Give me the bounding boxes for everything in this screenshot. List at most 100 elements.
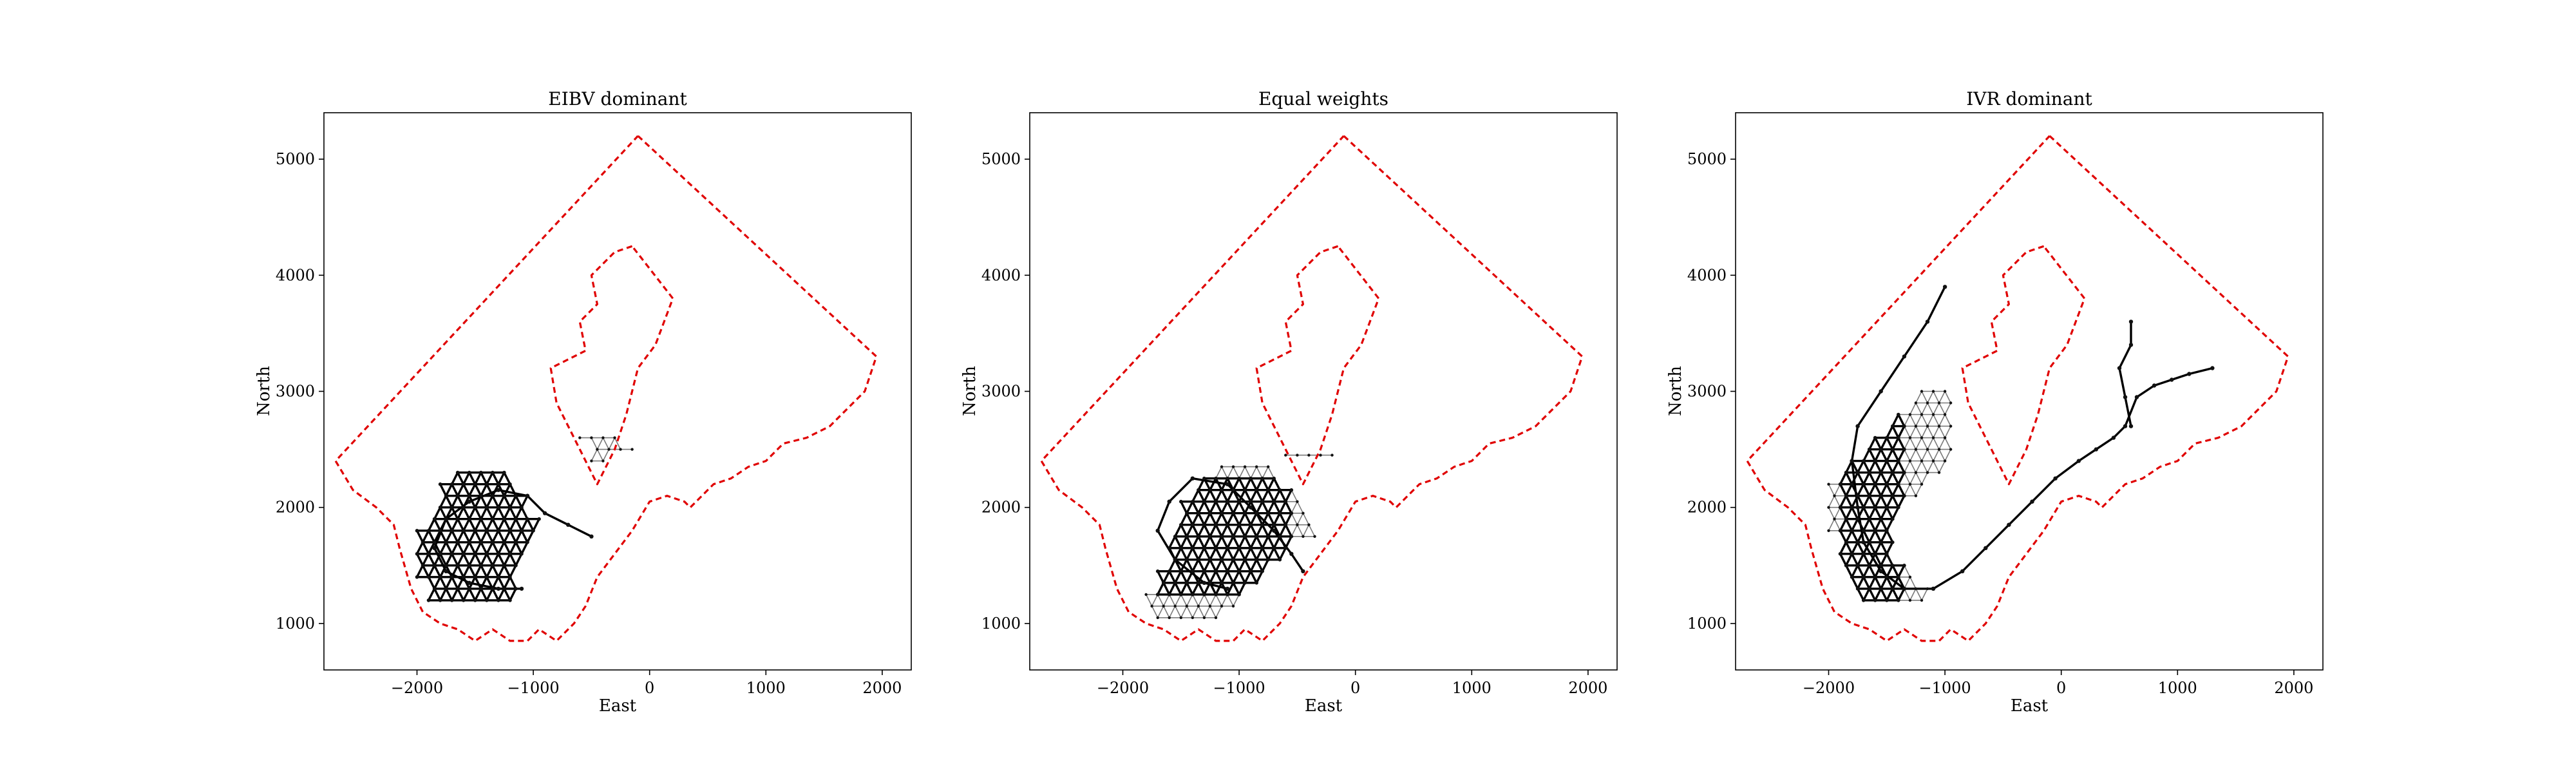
graph-node (1926, 587, 1929, 591)
graph-edge (1209, 477, 1217, 491)
graph-edge (474, 472, 482, 485)
graph-node (1289, 511, 1294, 515)
graph-edge (1255, 524, 1264, 537)
graph-edge (1851, 553, 1859, 566)
graph-node (426, 575, 431, 579)
chart-title: IVR dominant (1966, 88, 2092, 110)
graph-node (531, 529, 535, 533)
graph-edge (509, 542, 517, 555)
graph-edge (439, 553, 448, 566)
graph-edge (497, 506, 506, 520)
graph-edge (1278, 512, 1287, 526)
graph-edge (1244, 559, 1252, 572)
graph-edge (532, 518, 540, 531)
graph-node (1214, 476, 1218, 481)
graph-edge (486, 495, 494, 508)
graph-edge (486, 565, 494, 578)
graph-edge (1186, 524, 1194, 537)
graph-node (1914, 425, 1918, 428)
graph-node (1827, 506, 1830, 509)
graph-node (1908, 575, 1912, 578)
graph-edge (1862, 565, 1871, 578)
graph-node (502, 470, 506, 475)
graph-edge (1180, 571, 1188, 584)
graph-node (1879, 493, 1883, 498)
graph-edge (1909, 461, 1917, 473)
graph-edge (457, 506, 465, 520)
graph-edge (1232, 548, 1240, 560)
graph-edge (1174, 571, 1182, 584)
graph-edge (1862, 577, 1871, 589)
waypoint (432, 546, 437, 550)
graph-edge (1203, 571, 1211, 584)
graph-edge (1851, 565, 1859, 578)
graph-edge (1886, 506, 1894, 520)
graph-edge (1238, 524, 1246, 537)
graph-edge (608, 437, 616, 450)
graph-edge (509, 553, 517, 566)
graph-node (461, 482, 466, 486)
graph-edge (1256, 466, 1263, 479)
graph-edge (515, 518, 523, 531)
graph-edge (480, 565, 488, 578)
graph-node (438, 552, 442, 556)
graph-edge (1249, 524, 1258, 537)
graph-node (1902, 470, 1906, 475)
graph-node (1873, 552, 1877, 556)
graph-node (1838, 529, 1842, 533)
graph-node (1914, 448, 1918, 451)
graph-node (1855, 493, 1860, 498)
graph-edge (1157, 571, 1165, 584)
graph-node (1873, 435, 1877, 440)
graph-edge (1874, 472, 1882, 485)
graph-node (1879, 564, 1883, 568)
graph-edge (1267, 489, 1275, 502)
graph-edge (1261, 559, 1269, 572)
graph-edge (1255, 536, 1264, 549)
graph-edge (1886, 495, 1894, 508)
graph-edge (1302, 513, 1310, 526)
graph-edge (1909, 403, 1917, 415)
graph-edge (1278, 548, 1287, 560)
graph-node (1214, 546, 1218, 550)
graph-node (497, 482, 500, 486)
graph-edge (1220, 524, 1229, 537)
graph-node (1902, 447, 1906, 452)
graph-node (1226, 569, 1229, 573)
graph-node (1861, 459, 1866, 463)
graph-edge (421, 565, 430, 578)
graph-edge (1886, 460, 1894, 473)
graph-edge (1209, 489, 1217, 502)
graph-edge (1886, 588, 1894, 601)
graph-node (1891, 517, 1895, 521)
graph-node (1891, 564, 1895, 568)
x-tick-label: 2000 (862, 679, 902, 697)
graph-edge (1839, 542, 1848, 555)
graph-edge (1868, 495, 1877, 508)
graph-node (1266, 511, 1270, 515)
graph-edge (1197, 536, 1206, 549)
graph-edge (1238, 582, 1246, 595)
waypoint-path-0 (433, 488, 592, 590)
graph-node (1191, 569, 1195, 573)
waypoint (1301, 569, 1305, 573)
graph-node (1908, 436, 1912, 439)
waypoint (496, 488, 501, 492)
graph-node (444, 493, 448, 498)
graph-edge (1874, 448, 1882, 462)
graph-node (1179, 593, 1183, 596)
graph-edge (474, 553, 482, 566)
graph-edge (1238, 548, 1246, 560)
y-tick-label: 1000 (981, 615, 1021, 633)
graph-node (1167, 569, 1171, 573)
graph-edge (1198, 606, 1205, 618)
graph-edge (474, 483, 482, 497)
graph-node (1908, 459, 1912, 463)
graph-edge (1174, 524, 1182, 537)
graph-node (1197, 535, 1200, 539)
graph-edge (1862, 506, 1871, 520)
graph-edge (1851, 530, 1859, 543)
graph-node (1943, 390, 1947, 393)
y-axis-label: North (1666, 366, 1685, 416)
graph-edge (1238, 489, 1246, 502)
